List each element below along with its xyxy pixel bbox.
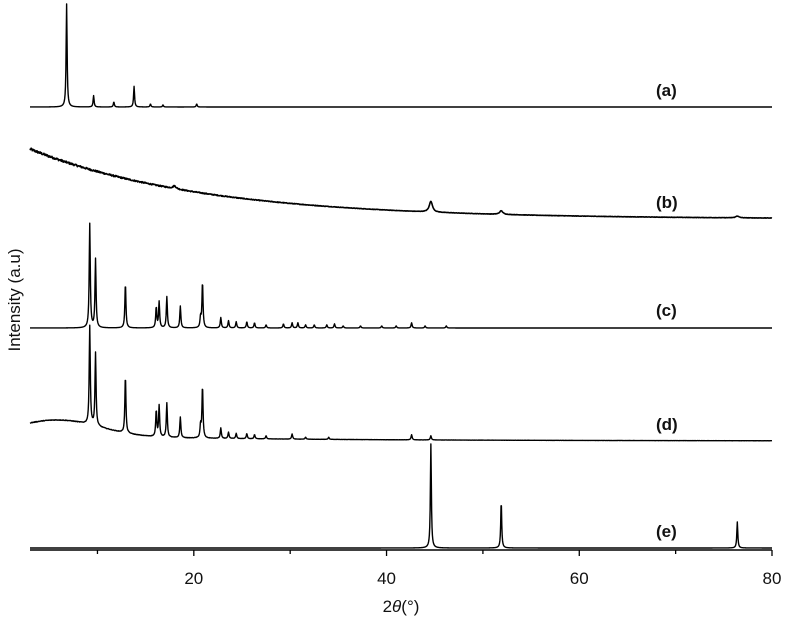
series-layer: [29, 3, 773, 549]
x-tick-label-60: 60: [570, 569, 589, 588]
axis-layer: 20 40 60 80 2θ(°) Intensity (a.u): [5, 249, 781, 617]
series-line-e: [29, 443, 773, 549]
x-tick-label-20: 20: [184, 569, 203, 588]
x-axis-title: 2θ(°): [383, 597, 420, 616]
series-label-c: (c): [656, 301, 677, 320]
x-tick-label-40: 40: [377, 569, 396, 588]
series-line-c: [29, 222, 773, 329]
series-line-d: [29, 324, 773, 442]
series-line-a: [29, 3, 773, 108]
series-label-e: (e): [656, 522, 677, 541]
series-line-b: [29, 147, 773, 219]
series-label-b: (b): [656, 193, 678, 212]
x-tick-label-80: 80: [763, 569, 782, 588]
y-axis-title: Intensity (a.u): [5, 249, 24, 352]
series-label-d: (d): [656, 415, 678, 434]
series-label-a: (a): [656, 81, 677, 100]
label-layer: (a) (b) (c) (d) (e): [656, 81, 678, 541]
